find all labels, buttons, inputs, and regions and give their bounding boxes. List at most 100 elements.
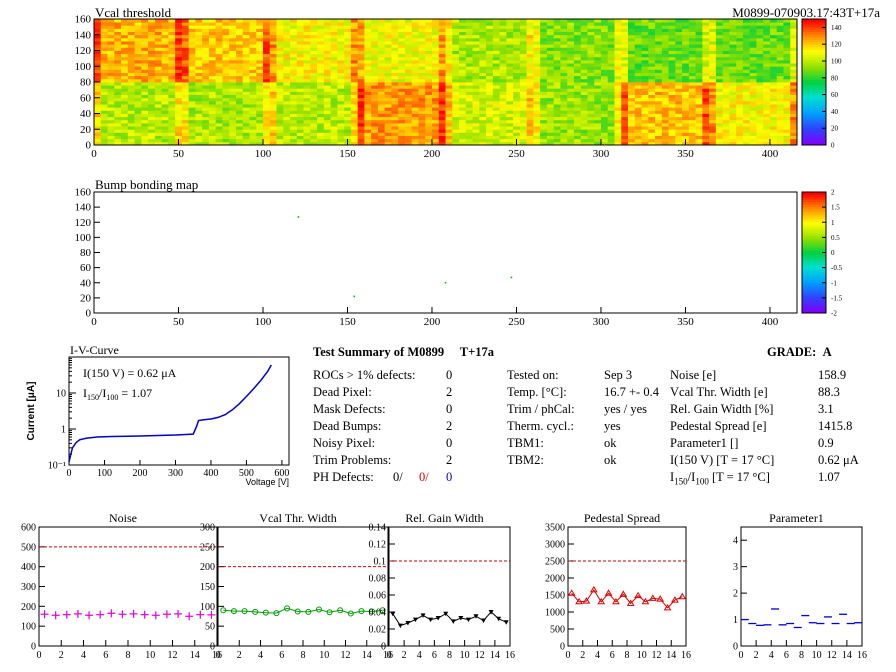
heatmap-cell xyxy=(600,69,609,73)
heatmap-cell xyxy=(776,88,784,92)
heatmap-cell xyxy=(222,41,230,45)
heatmap-cell xyxy=(736,135,744,140)
heatmap-cell xyxy=(560,138,568,143)
y-tick-label: 0.06 xyxy=(369,591,387,602)
heatmap-cell xyxy=(729,116,737,121)
heatmap-cell xyxy=(445,94,453,99)
heatmap-cell xyxy=(411,31,419,36)
heatmap-cell xyxy=(364,31,372,36)
heatmap-cell xyxy=(675,107,683,111)
heatmap-cell xyxy=(628,126,636,130)
heatmap-cell xyxy=(438,135,446,140)
heatmap-cell xyxy=(499,94,507,99)
heatmap-cell xyxy=(276,19,284,23)
pedestal-spread-plot-marker xyxy=(612,597,620,605)
heatmap-cell xyxy=(661,107,669,111)
x-tick-label: 350 xyxy=(677,148,694,160)
heatmap-cell xyxy=(472,135,480,140)
heatmap-cell xyxy=(384,78,392,83)
heatmap-cell xyxy=(756,100,764,105)
heatmap-cell xyxy=(749,110,757,114)
heatmap-cell xyxy=(438,129,446,133)
heatmap-cell xyxy=(702,132,710,136)
heatmap-cell xyxy=(235,135,244,140)
heatmap-cell xyxy=(391,135,399,140)
heatmap-cell xyxy=(418,126,426,130)
heatmap-cell xyxy=(465,122,473,127)
heatmap-cell xyxy=(404,41,413,45)
heatmap-cell xyxy=(519,85,528,89)
heatmap-cell xyxy=(790,135,798,140)
heatmap-cell xyxy=(682,107,690,111)
heatmap-cell xyxy=(526,31,534,36)
heatmap-cell xyxy=(134,110,142,114)
heatmap-cell xyxy=(769,47,778,51)
heatmap-cell xyxy=(181,94,190,99)
heatmap-cell xyxy=(790,78,798,83)
heatmap-cell xyxy=(756,94,764,99)
heatmap-cell xyxy=(607,82,615,86)
heatmap-cell xyxy=(472,141,480,146)
heatmap-cell xyxy=(303,37,311,42)
heatmap-cell xyxy=(736,41,744,45)
heatmap-cell xyxy=(94,34,102,39)
heatmap-cell xyxy=(580,129,588,133)
x-tick-label: 6 xyxy=(103,650,108,661)
heatmap-cell xyxy=(736,59,744,64)
heatmap-cell xyxy=(127,28,135,32)
heatmap-cell xyxy=(655,56,663,61)
heatmap-cell xyxy=(350,104,359,108)
heatmap-cell xyxy=(445,116,453,121)
heatmap-cell xyxy=(235,141,244,146)
heatmap-cell xyxy=(594,50,602,55)
heatmap-cell xyxy=(763,28,771,32)
heatmap-cell xyxy=(459,132,467,136)
heatmap-cell xyxy=(736,19,744,23)
gain-width-plot-marker xyxy=(405,621,411,626)
heatmap-cell xyxy=(222,82,230,86)
heatmap-cell xyxy=(573,69,582,73)
heatmap-cell xyxy=(513,88,521,92)
module-id: M0899-070903.17:43T+17a xyxy=(732,5,880,20)
heatmap-cell xyxy=(492,104,500,108)
heatmap-cell xyxy=(621,25,629,29)
heatmap-cell xyxy=(438,82,446,86)
heatmap-cell xyxy=(567,107,575,111)
heatmap-cell xyxy=(580,97,588,102)
heatmap-cell xyxy=(188,50,196,55)
heatmap-cell xyxy=(634,135,642,140)
heatmap-cell xyxy=(695,88,703,92)
heatmap-cell xyxy=(317,28,325,32)
vcal-colorbar-cell xyxy=(802,34,826,38)
heatmap-cell xyxy=(350,82,359,86)
heatmap-cell xyxy=(310,69,318,73)
heatmap-cell xyxy=(148,53,156,58)
heatmap-cell xyxy=(94,91,102,95)
vcal-colorbar-cell xyxy=(802,82,826,86)
heatmap-cell xyxy=(431,75,440,80)
heatmap-cell xyxy=(425,25,433,29)
heatmap-cell xyxy=(486,34,494,39)
heatmap-cell xyxy=(202,53,210,58)
vcal-colorbar-cell xyxy=(802,36,826,40)
heatmap-cell xyxy=(229,141,237,146)
heatmap-cell xyxy=(445,141,453,146)
heatmap-cell xyxy=(492,47,500,51)
heatmap-cell xyxy=(175,31,183,36)
heatmap-cell xyxy=(546,25,555,29)
heatmap-cell xyxy=(519,31,528,36)
heatmap-cell xyxy=(715,25,724,29)
heatmap-cell xyxy=(168,19,176,23)
heatmap-cell xyxy=(202,107,210,111)
heatmap-cell xyxy=(614,25,622,29)
heatmap-cell xyxy=(114,22,122,26)
heatmap-cell xyxy=(702,107,710,111)
heatmap-cell xyxy=(452,44,460,48)
heatmap-cell xyxy=(418,47,426,51)
heatmap-cell xyxy=(398,85,406,89)
heatmap-cell xyxy=(114,85,122,89)
heatmap-cell xyxy=(607,122,615,127)
heatmap-cell xyxy=(600,107,609,111)
heatmap-cell xyxy=(445,126,453,130)
heatmap-cell xyxy=(337,19,345,23)
